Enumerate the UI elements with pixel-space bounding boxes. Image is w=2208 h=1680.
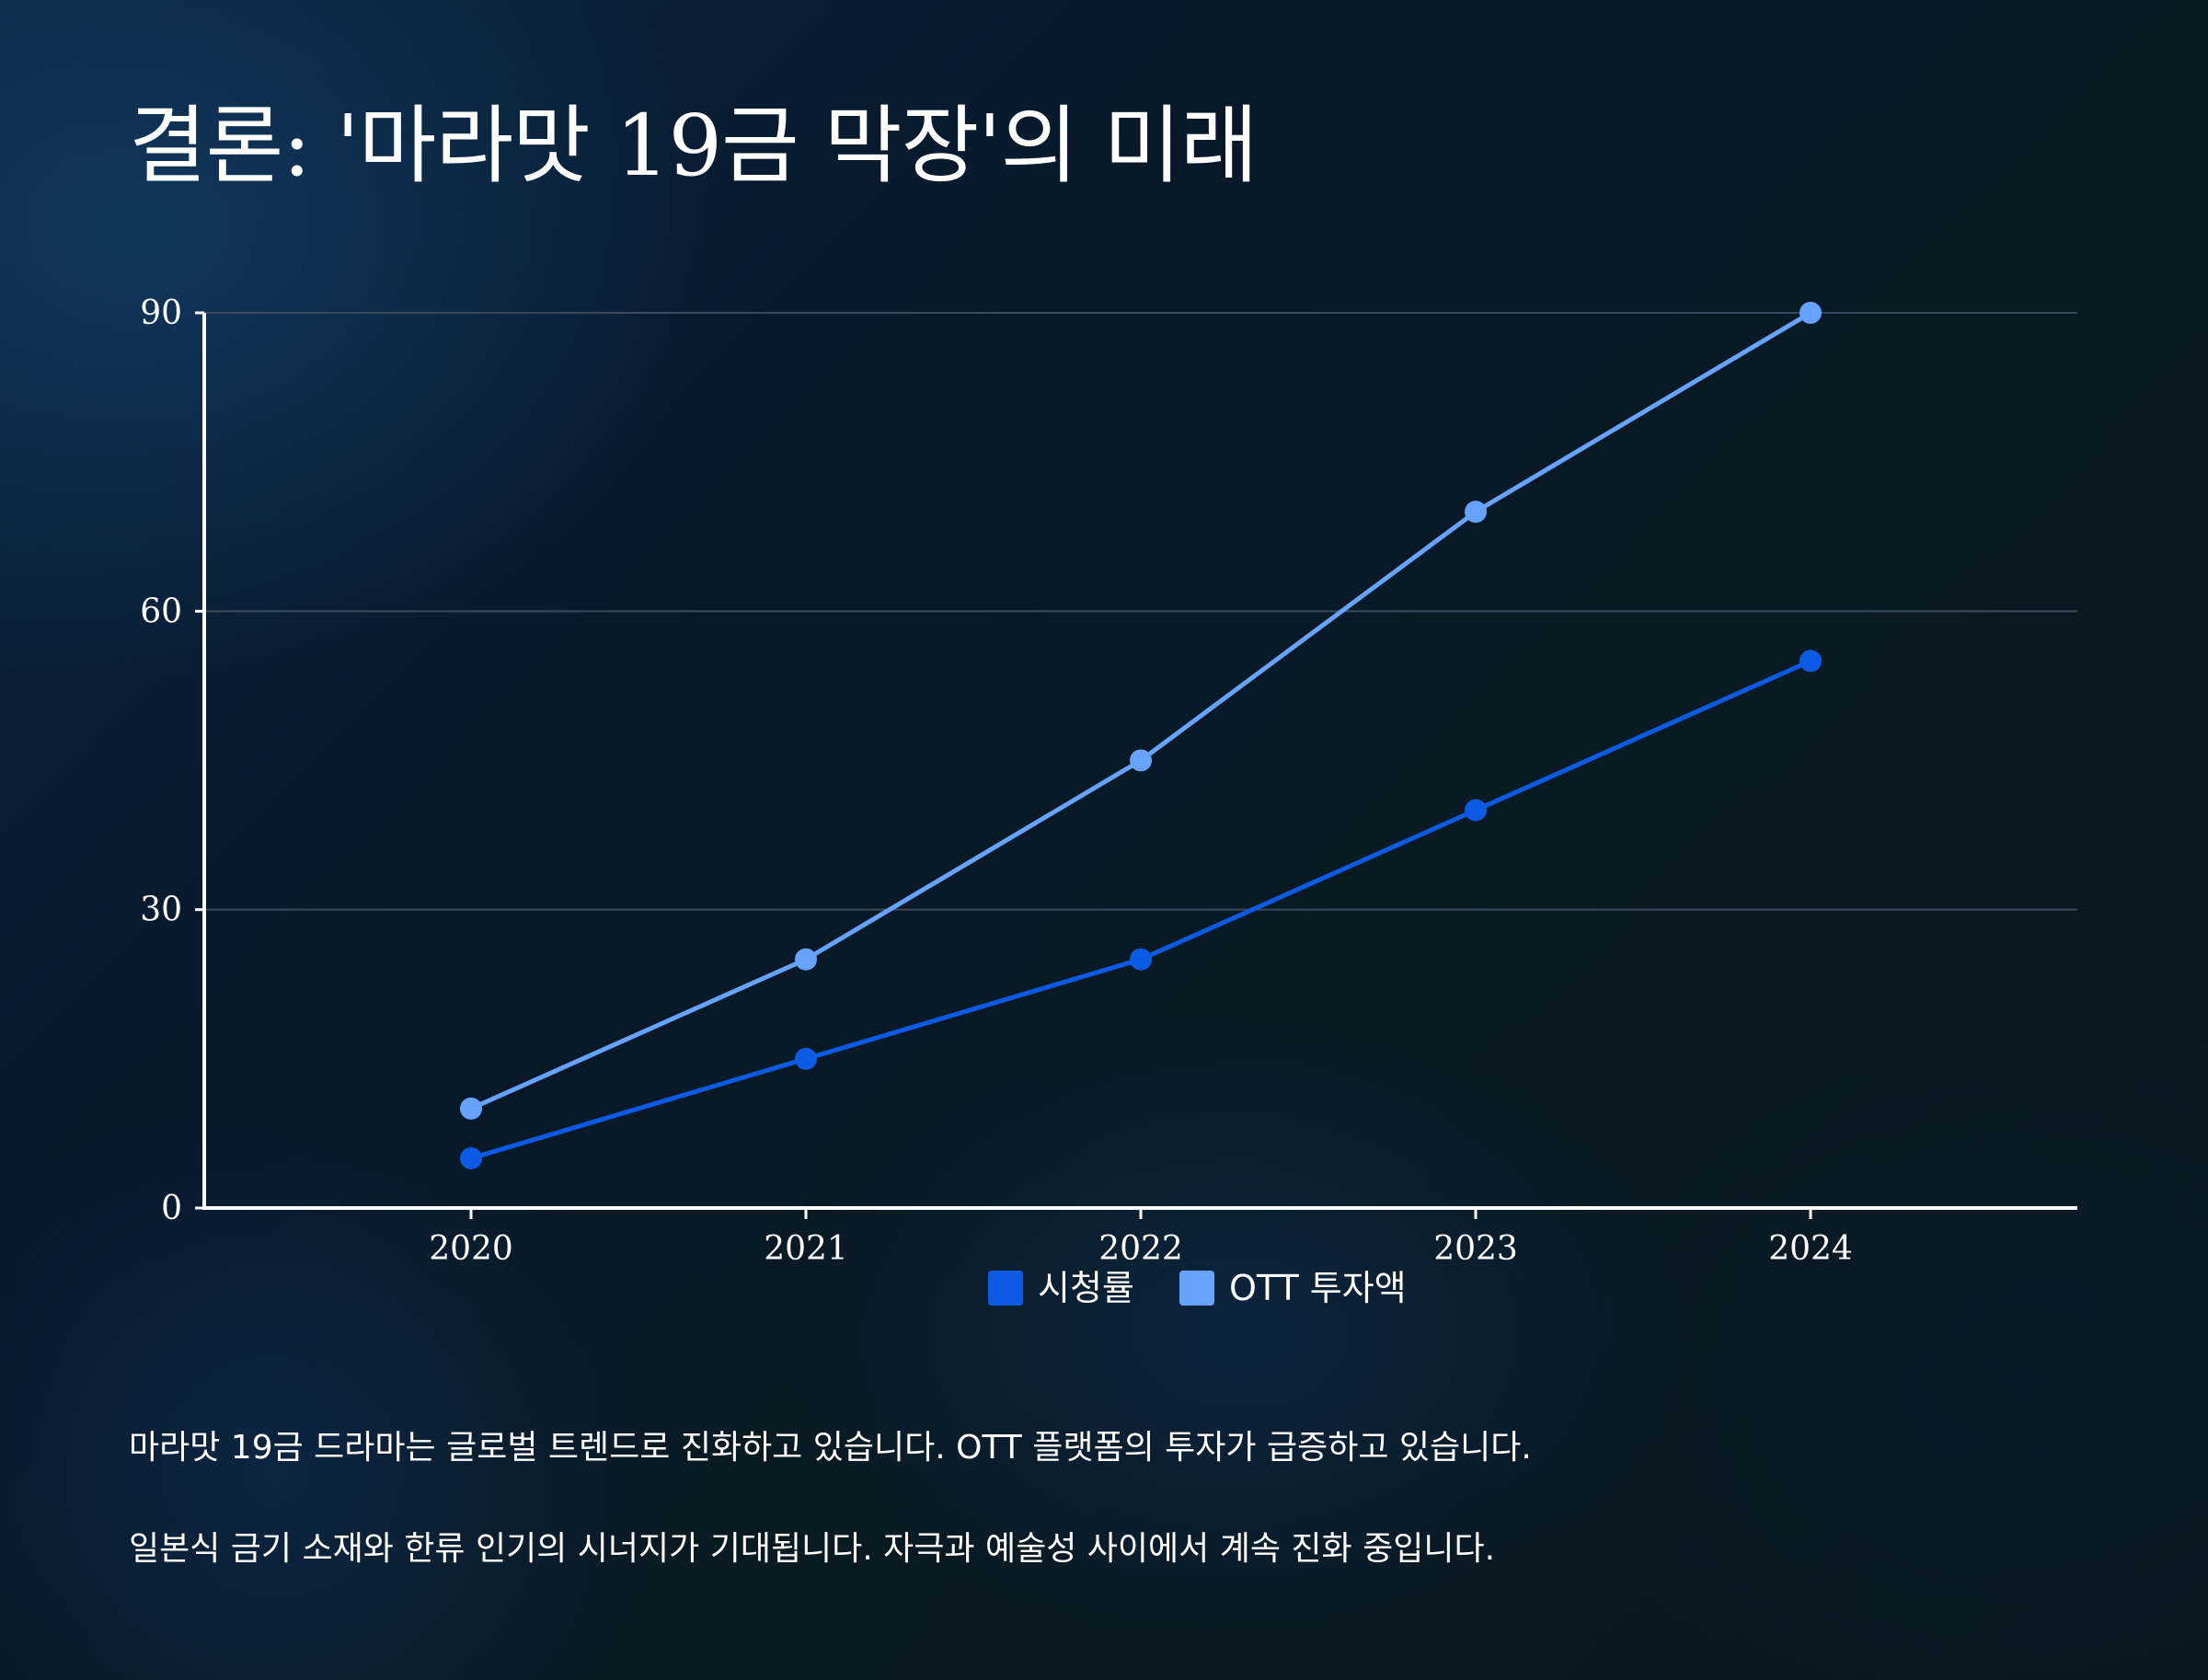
- x-tick-label: 2020: [429, 1230, 513, 1268]
- legend-label: 시청률: [1038, 1268, 1134, 1308]
- y-tick-label: 30: [140, 892, 182, 929]
- legend-swatch: [1179, 1271, 1214, 1306]
- data-point: [1800, 650, 1822, 673]
- data-point: [1465, 501, 1487, 524]
- y-tick-label: 90: [140, 294, 182, 332]
- legend-item-2: OTT 투자액: [1179, 1268, 1407, 1308]
- y-tick-label: 60: [140, 593, 182, 630]
- x-tick-label: 2024: [1768, 1230, 1853, 1268]
- data-point: [1800, 302, 1822, 324]
- series-2: [460, 302, 1822, 1120]
- data-point: [795, 948, 817, 971]
- data-point: [795, 1047, 817, 1070]
- data-point: [1130, 749, 1152, 772]
- series-group: [460, 302, 1822, 1169]
- legend-swatch: [988, 1271, 1023, 1306]
- data-point: [460, 1097, 482, 1120]
- x-tick-label: 2023: [1433, 1230, 1518, 1268]
- data-point: [1465, 799, 1487, 822]
- grid-lines: [204, 312, 2077, 911]
- page-title: 결론: '마라맛 19금 막장'의 미래: [129, 97, 1259, 195]
- x-tick-label: 2021: [764, 1230, 848, 1268]
- series-1: [460, 650, 1822, 1169]
- summary-paragraph-1: 마라맛 19금 드라마는 글로벌 트렌드로 진화하고 있습니다. OTT 플랫폼…: [129, 1429, 1532, 1467]
- legend-label: OTT 투자액: [1229, 1268, 1407, 1308]
- data-point: [1130, 948, 1152, 971]
- legend-item-1: 시청률: [988, 1268, 1134, 1308]
- legend: 시청률 OTT 투자액: [988, 1268, 1407, 1308]
- x-tick-label: 2022: [1098, 1230, 1183, 1268]
- y-tick-label: 0: [161, 1190, 182, 1227]
- summary-paragraph-2: 일본식 금기 소재와 한류 인기의 시너지가 기대됩니다. 자극과 예술성 사이…: [129, 1530, 1496, 1568]
- series-line: [468, 310, 1813, 1111]
- data-point: [460, 1146, 482, 1169]
- y-axis-ticks: 0 30 60 90: [140, 294, 204, 1227]
- x-axis-ticks: 2020 2021 2022 2023 2024: [429, 1208, 1853, 1268]
